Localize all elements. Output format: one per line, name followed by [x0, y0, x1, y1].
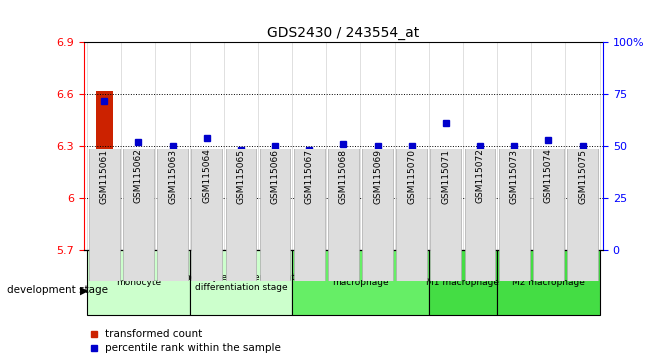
FancyBboxPatch shape: [123, 142, 154, 281]
FancyBboxPatch shape: [89, 142, 120, 281]
Bar: [472, 236, 488, 250]
FancyBboxPatch shape: [498, 142, 529, 281]
Bar: [130, 165, 147, 250]
Bar: [198, 160, 215, 250]
Text: GSM115063: GSM115063: [168, 149, 177, 204]
FancyBboxPatch shape: [226, 142, 256, 281]
Text: ▶: ▶: [80, 285, 89, 295]
Title: GDS2430 / 243554_at: GDS2430 / 243554_at: [267, 26, 419, 40]
FancyBboxPatch shape: [497, 250, 600, 315]
FancyBboxPatch shape: [362, 142, 393, 281]
FancyBboxPatch shape: [429, 250, 497, 315]
Text: GSM115066: GSM115066: [271, 149, 279, 204]
FancyBboxPatch shape: [192, 142, 222, 281]
Text: development stage: development stage: [7, 285, 108, 295]
Bar: [96, 91, 113, 250]
Text: GSM115073: GSM115073: [510, 149, 519, 204]
FancyBboxPatch shape: [294, 142, 324, 281]
Bar: [540, 210, 557, 250]
FancyBboxPatch shape: [431, 142, 461, 281]
FancyBboxPatch shape: [397, 142, 427, 281]
Text: GSM115067: GSM115067: [305, 149, 314, 204]
FancyBboxPatch shape: [190, 250, 292, 315]
FancyBboxPatch shape: [87, 250, 190, 315]
Bar: [574, 228, 591, 250]
Text: GSM115061: GSM115061: [100, 149, 109, 204]
Text: GSM115068: GSM115068: [339, 149, 348, 204]
FancyBboxPatch shape: [157, 142, 188, 281]
Text: GSM115069: GSM115069: [373, 149, 382, 204]
Text: transformed count: transformed count: [105, 329, 202, 339]
FancyBboxPatch shape: [465, 142, 495, 281]
Text: M1 macrophage: M1 macrophage: [426, 278, 499, 287]
Text: GSM115070: GSM115070: [407, 149, 416, 204]
Bar: [335, 210, 352, 250]
Bar: [438, 150, 454, 250]
Text: M2 macrophage: M2 macrophage: [512, 278, 585, 287]
Bar: [369, 238, 386, 250]
FancyBboxPatch shape: [292, 250, 429, 315]
Text: GSM115071: GSM115071: [442, 149, 450, 204]
Text: GSM115075: GSM115075: [578, 149, 587, 204]
Text: percentile rank within the sample: percentile rank within the sample: [105, 343, 280, 353]
Bar: [267, 226, 283, 250]
FancyBboxPatch shape: [260, 142, 290, 281]
Text: monocyte: monocyte: [116, 278, 161, 287]
FancyBboxPatch shape: [567, 142, 598, 281]
Bar: [403, 235, 420, 250]
Bar: [301, 249, 318, 250]
FancyBboxPatch shape: [533, 142, 563, 281]
Text: GSM115072: GSM115072: [476, 149, 484, 204]
Bar: [506, 235, 523, 250]
Text: GSM115074: GSM115074: [544, 149, 553, 204]
Text: macrophage: macrophage: [332, 278, 389, 287]
Text: GSM115065: GSM115065: [237, 149, 245, 204]
FancyBboxPatch shape: [328, 142, 358, 281]
Bar: [164, 226, 181, 250]
Text: GSM115062: GSM115062: [134, 149, 143, 204]
Text: GSM115064: GSM115064: [202, 149, 211, 204]
Text: monocyte at intermediate
differentiation stage: monocyte at intermediate differentiation…: [182, 273, 300, 292]
